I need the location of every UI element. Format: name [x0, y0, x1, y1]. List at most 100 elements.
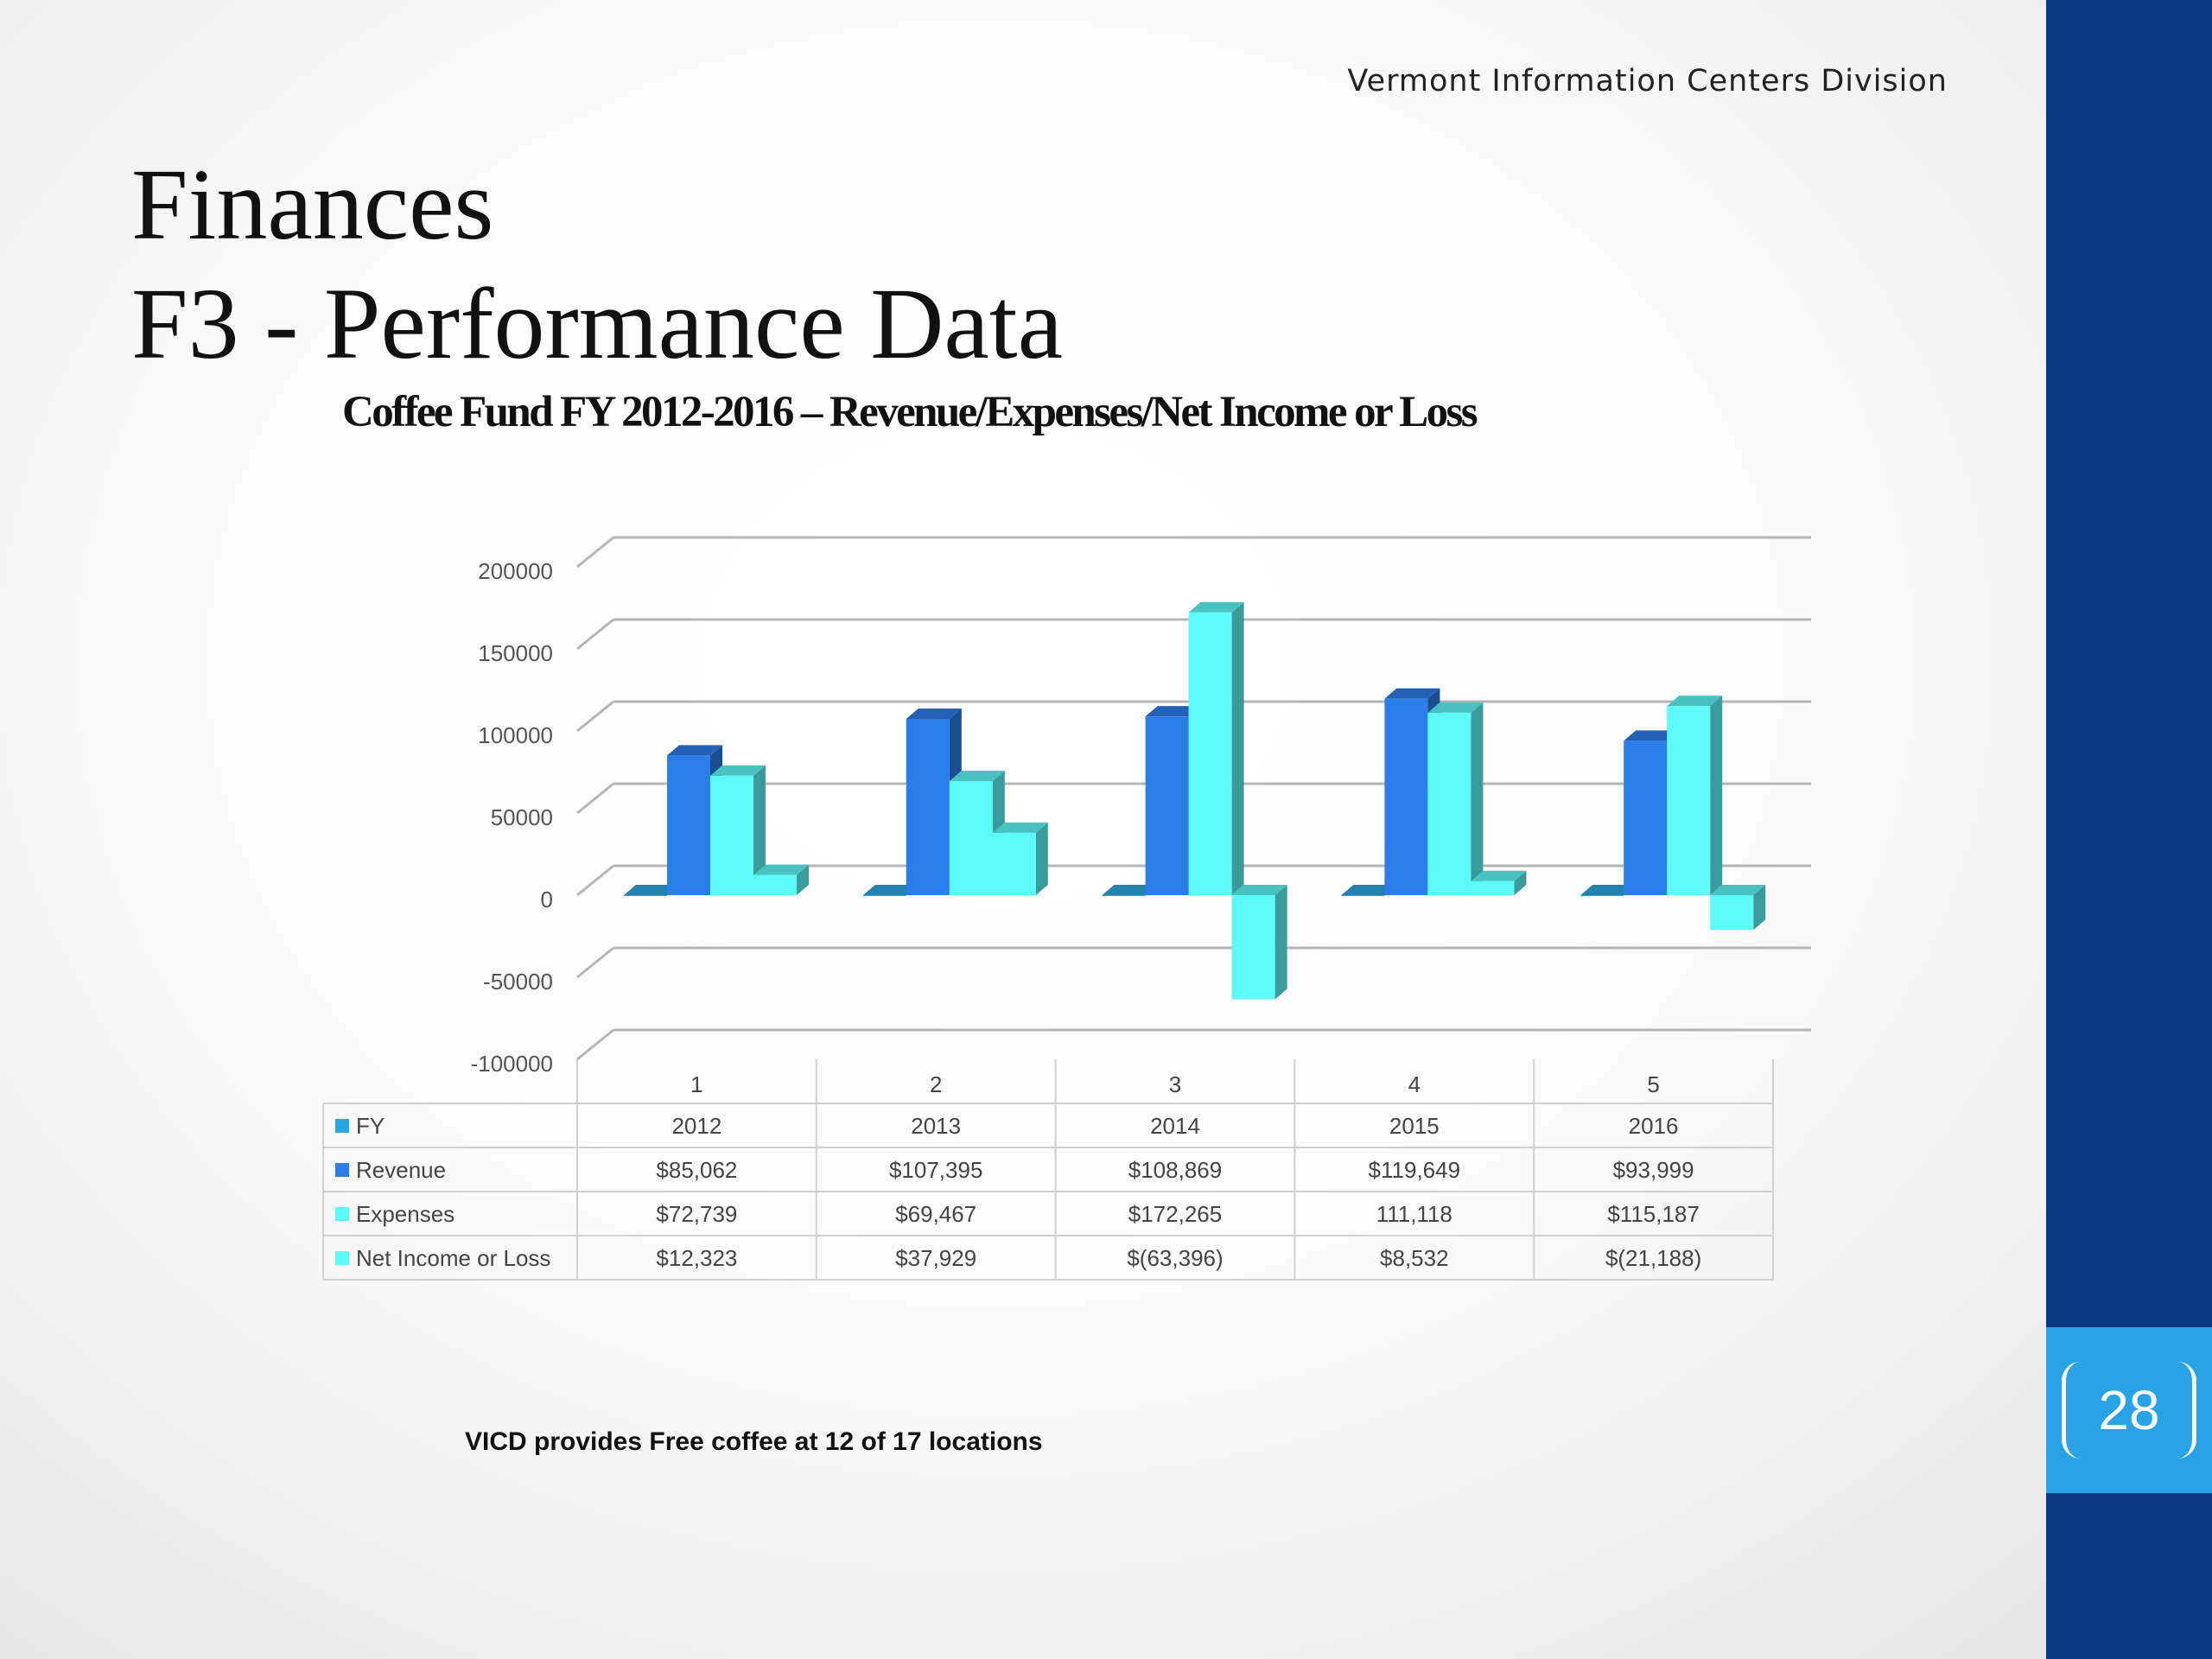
- bar-net-income-or-loss-1-side: [797, 864, 809, 895]
- gridline-wall: [576, 618, 614, 651]
- table-cell: $37,929: [895, 1245, 976, 1271]
- gridline-wall: [576, 1028, 614, 1061]
- gridline-wall: [576, 946, 614, 979]
- legend-label: FY: [356, 1113, 385, 1139]
- bar-net-income-or-loss-5: [1710, 885, 1766, 931]
- bar-expenses-3-top: [1188, 601, 1244, 613]
- bar-revenue-3-top: [1145, 706, 1201, 717]
- table-cell: 2014: [1150, 1113, 1200, 1139]
- table-cell: 2015: [1389, 1113, 1440, 1139]
- bar-fy-2: [862, 885, 918, 896]
- page-number-brackets: [2062, 1362, 2196, 1459]
- bar-net-income-or-loss-2-top: [992, 822, 1048, 833]
- bar-fy-5-top: [1580, 885, 1637, 895]
- bar-fy-1: [624, 885, 679, 896]
- bar-expenses-5-side: [1710, 696, 1723, 895]
- bar-expenses-1-side: [753, 765, 766, 895]
- category-label: 2: [930, 1071, 942, 1097]
- y-tick-label: 50000: [491, 804, 553, 830]
- bar-net-income-or-loss-5-front: [1710, 895, 1754, 931]
- bar-net-income-or-loss-5-top: [1710, 885, 1766, 895]
- category-label: 1: [690, 1071, 702, 1097]
- bar-fy-1-front: [624, 895, 667, 896]
- table-cell: $69,467: [895, 1201, 976, 1227]
- gridline-wall: [576, 782, 614, 815]
- y-tick-label: -50000: [483, 969, 553, 995]
- table-cell: $(63,396): [1127, 1245, 1223, 1271]
- bar-revenue-3-front: [1145, 716, 1189, 895]
- bar-fy-2-front: [862, 895, 906, 896]
- bar-expenses-4-top: [1427, 702, 1484, 713]
- bar-fy-4-front: [1341, 895, 1385, 896]
- bar-expenses-3-front: [1188, 612, 1232, 895]
- bar-fy-5: [1580, 885, 1637, 896]
- page-number-badge: 28: [2046, 1327, 2212, 1493]
- legend-label: Net Income or Loss: [356, 1245, 550, 1271]
- legend-key: [335, 1207, 349, 1221]
- bar-net-income-or-loss-4-side: [1514, 870, 1527, 895]
- gridline-wall: [576, 536, 614, 569]
- table-cell: $93,999: [1613, 1157, 1694, 1183]
- table-cell: $108,869: [1128, 1157, 1222, 1183]
- division-name: Vermont Information Centers Division: [1347, 64, 1948, 99]
- bar-revenue-2-front: [906, 718, 950, 895]
- bar-expenses-1-front: [710, 775, 753, 895]
- bar-revenue-1-top: [667, 745, 722, 756]
- category-label: 3: [1169, 1071, 1181, 1097]
- y-tick-label: -100000: [471, 1051, 553, 1077]
- bar-fy-5-front: [1580, 895, 1624, 896]
- table-cell: $12,323: [656, 1245, 737, 1271]
- bar-revenue-2-top: [906, 708, 962, 719]
- table-cell: $119,649: [1369, 1157, 1461, 1183]
- table-cell: $72,739: [656, 1201, 737, 1227]
- bar-expenses-2-top: [949, 771, 1005, 782]
- category-label: 5: [1647, 1071, 1659, 1097]
- y-tick-label: 200000: [478, 558, 553, 584]
- slide-title: Finances F3 - Performance Data: [131, 145, 1063, 384]
- bar-net-income-or-loss-3: [1231, 885, 1287, 1000]
- bar-revenue-1-front: [667, 755, 710, 895]
- bars: [624, 601, 1766, 1000]
- y-tick-label: 0: [541, 887, 553, 912]
- bar-revenue-2: [906, 708, 962, 895]
- bar-expenses-4: [1427, 702, 1484, 895]
- bar-revenue-5-front: [1624, 741, 1668, 895]
- bar-expenses-3-side: [1231, 601, 1244, 895]
- bar-expenses-5: [1667, 696, 1723, 895]
- y-tick-label: 150000: [478, 640, 553, 666]
- bar-expenses-4-front: [1427, 712, 1471, 895]
- bar-net-income-or-loss-3-front: [1231, 895, 1275, 1000]
- table-cell: $107,395: [889, 1157, 982, 1183]
- bar-net-income-or-loss-4-front: [1471, 880, 1515, 895]
- bar-expenses-2-front: [949, 781, 993, 895]
- bar-revenue-4-front: [1384, 698, 1428, 895]
- chart-title: Coffee Fund FY 2012-2016 – Revenue/Expen…: [342, 388, 1478, 436]
- bar-expenses-4-side: [1471, 702, 1484, 895]
- bar-fy-3-top: [1102, 885, 1158, 895]
- table-cell: $115,187: [1607, 1201, 1700, 1227]
- legend-label: Expenses: [356, 1201, 454, 1227]
- bar-fy-2-top: [862, 885, 918, 895]
- bar-net-income-or-loss-3-top: [1231, 885, 1287, 895]
- bar-net-income-or-loss-2-side: [1035, 822, 1048, 895]
- bar-revenue-4-top: [1384, 688, 1440, 699]
- y-tick-label: 100000: [478, 722, 553, 748]
- bar-expenses-3: [1188, 601, 1244, 895]
- bar-net-income-or-loss-5-side: [1753, 885, 1766, 931]
- bar-expenses-1: [710, 765, 766, 895]
- bar-net-income-or-loss-4: [1471, 870, 1527, 895]
- bar-fy-4-top: [1341, 885, 1397, 895]
- bar-net-income-or-loss-2: [992, 822, 1048, 895]
- table-cell: $85,062: [656, 1157, 737, 1183]
- bar-net-income-or-loss-4-top: [1471, 870, 1527, 881]
- bar-fy-4: [1341, 885, 1397, 896]
- table-cell: 2012: [671, 1113, 721, 1139]
- data-table: 1 2 3 4 5 FY 2012 2013 2014 2015 2016 Revenue $85,06…: [322, 1059, 1774, 1281]
- legend-label: Revenue: [356, 1157, 446, 1183]
- page-number: 28: [2098, 1379, 2160, 1441]
- category-label: 4: [1408, 1071, 1421, 1097]
- bar-expenses-5-top: [1667, 696, 1723, 707]
- footnote: VICD provides Free coffee at 12 of 17 lo…: [465, 1427, 1043, 1456]
- slide-title-line-1: Finances: [131, 148, 494, 261]
